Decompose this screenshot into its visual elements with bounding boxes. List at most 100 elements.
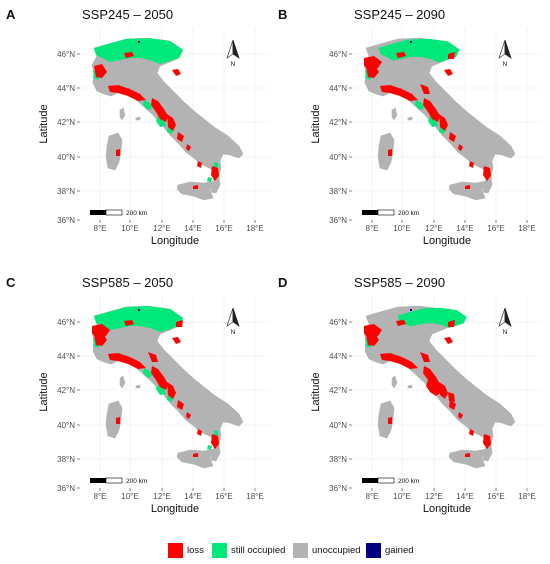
scale-bar-light: [377, 209, 395, 216]
loss-area: [444, 69, 453, 76]
legend-swatch-still-occupied: [212, 542, 227, 558]
legend-label: loss: [187, 544, 204, 556]
loss-area: [483, 166, 491, 181]
loss-area: [364, 56, 382, 70]
legend-label: gained: [385, 544, 414, 556]
loss-area: [94, 64, 107, 78]
loss-area: [449, 400, 456, 410]
legend-swatch-loss: [168, 542, 183, 558]
still-occupied-area: [214, 162, 218, 168]
scale-bar-dark: [90, 210, 106, 215]
x-axis-title: Longitude: [151, 235, 199, 247]
loss-area: [458, 144, 463, 151]
scale-bar-dark: [90, 478, 106, 483]
land-region: [448, 180, 487, 201]
loss-area: [211, 166, 219, 181]
y-tick-label: 42°N: [329, 118, 347, 127]
north-arrow-icon: [226, 307, 234, 327]
loss-area: [177, 132, 184, 142]
y-tick-label: 46°N: [329, 50, 347, 59]
y-tick-label: 40°N: [329, 153, 347, 162]
loss-area: [186, 412, 191, 419]
loss-area: [92, 324, 110, 338]
y-tick-label: 44°N: [57, 352, 75, 361]
land-region: [176, 448, 215, 469]
loss-area: [448, 320, 455, 327]
x-tick-label: 10°E: [393, 224, 410, 233]
panel-letter: A: [6, 7, 16, 22]
north-arrow-shade: [504, 307, 512, 327]
loss-area: [148, 352, 158, 362]
y-tick-label: 40°N: [57, 421, 75, 430]
loss-area: [423, 98, 440, 122]
y-tick-label: 38°N: [57, 455, 75, 464]
loss-area: [469, 429, 474, 436]
x-tick-label: 8°E: [94, 492, 107, 501]
loss-area: [388, 417, 392, 424]
loss-area: [124, 52, 134, 58]
loss-area: [193, 185, 198, 189]
still-occupied-area: [207, 177, 212, 182]
legend-label: unoccupied: [312, 544, 361, 556]
loss-area: [388, 149, 392, 156]
y-tick-label: 42°N: [329, 386, 347, 395]
land-region: [391, 375, 398, 389]
still-occupied-area: [156, 116, 166, 127]
x-axis-title: Longitude: [423, 503, 471, 515]
legend-swatch-unoccupied: [293, 542, 308, 558]
loss-area: [364, 324, 382, 338]
y-tick-label: 38°N: [57, 187, 75, 196]
loss-area: [380, 85, 418, 101]
y-tick-label: 40°N: [57, 153, 75, 162]
land-region: [377, 400, 395, 439]
gained-area: [410, 309, 412, 311]
north-label: N: [503, 329, 508, 336]
x-tick-label: 16°E: [487, 492, 504, 501]
y-axis-title: Latitude: [310, 372, 322, 411]
scale-bar-label: 200 km: [126, 210, 147, 217]
x-tick-label: 18°E: [246, 224, 263, 233]
legend-label: still occupied: [231, 544, 286, 556]
y-tick-label: 42°N: [57, 386, 75, 395]
loss-area: [458, 412, 463, 419]
loss-area: [483, 434, 491, 449]
north-arrow-icon: [498, 307, 506, 327]
land-region: [135, 384, 141, 389]
x-tick-label: 10°E: [121, 224, 138, 233]
loss-area: [151, 98, 168, 122]
y-axis-title: Latitude: [310, 104, 322, 143]
still-occupied-area: [94, 306, 183, 332]
x-tick-label: 12°E: [153, 224, 170, 233]
x-tick-label: 12°E: [153, 492, 170, 501]
map-panel-c: C SSP585 – 2050 N 200 km 8°E 10°E 12°E 14°E 16°E…: [6, 275, 270, 515]
panel-letter: B: [278, 7, 287, 22]
north-label: N: [231, 61, 236, 68]
loss-area: [177, 400, 184, 410]
legend-item-loss: loss: [168, 541, 204, 559]
y-tick-label: 44°N: [329, 84, 347, 93]
land-region: [448, 448, 487, 469]
y-axis-title: Latitude: [38, 372, 50, 411]
still-occupied-area: [156, 384, 166, 395]
scale-bar-label: 200 km: [126, 478, 147, 485]
x-tick-label: 8°E: [366, 492, 379, 501]
loss-area: [426, 380, 442, 396]
still-occupied-area: [143, 100, 152, 110]
loss-area: [116, 417, 120, 424]
loss-area: [151, 366, 168, 390]
land-region: [407, 116, 413, 121]
north-arrow-shade: [232, 39, 240, 59]
land-region: [119, 375, 126, 389]
loss-area: [172, 337, 181, 344]
panel-letter: C: [6, 275, 16, 290]
scale-bar-dark: [362, 478, 378, 483]
scale-bar-label: 200 km: [398, 478, 419, 485]
legend: loss still occupied unoccupied gained: [168, 541, 468, 559]
loss-area: [449, 132, 456, 142]
land-region: [176, 180, 215, 201]
loss-area: [420, 84, 430, 94]
loss-area: [108, 353, 146, 369]
north-arrow-shade: [504, 39, 512, 59]
legend-swatch-gained: [366, 542, 381, 558]
land-region: [105, 132, 123, 171]
